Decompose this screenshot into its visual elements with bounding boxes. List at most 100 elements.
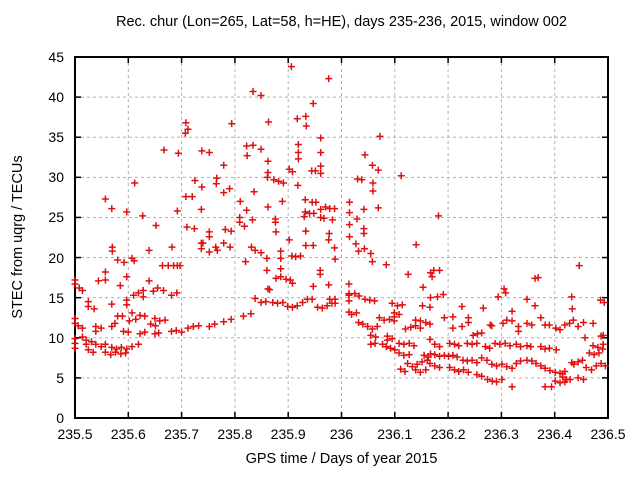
data-point	[213, 246, 221, 254]
data-point	[352, 309, 360, 317]
data-point	[468, 340, 476, 348]
data-point	[508, 383, 516, 391]
x-axis-title: GPS time / Days of year 2015	[245, 451, 438, 467]
data-point	[478, 329, 486, 337]
data-point	[600, 298, 608, 306]
data-point	[151, 330, 159, 338]
data-point	[371, 297, 379, 305]
data-point	[393, 302, 401, 310]
data-point	[257, 92, 265, 100]
y-tick-label: 25	[48, 209, 64, 226]
data-point	[345, 209, 353, 217]
data-point	[309, 282, 317, 290]
data-point	[395, 339, 403, 347]
data-point	[575, 262, 583, 270]
y-tick-label: 10	[48, 329, 64, 346]
data-point	[473, 339, 481, 347]
data-point	[369, 187, 377, 195]
data-point	[545, 321, 553, 329]
data-point	[92, 327, 100, 335]
data-point	[385, 315, 393, 323]
data-point	[531, 302, 539, 310]
data-point	[597, 296, 605, 304]
data-point	[123, 301, 131, 309]
data-point	[108, 205, 116, 213]
data-point	[445, 352, 453, 360]
data-point	[468, 356, 476, 364]
data-point	[368, 258, 376, 266]
data-point	[512, 359, 520, 367]
data-point	[407, 323, 415, 331]
data-point	[212, 243, 220, 251]
x-tick-label: 235.7	[164, 426, 200, 442]
data-point	[508, 317, 516, 325]
data-point	[191, 177, 199, 185]
data-point	[309, 242, 317, 250]
data-point	[242, 258, 250, 266]
data-point	[178, 328, 186, 336]
data-point	[107, 351, 115, 359]
data-point	[264, 203, 272, 211]
data-point	[278, 197, 286, 205]
data-point	[161, 316, 169, 324]
data-point	[594, 343, 602, 351]
data-point	[498, 375, 506, 383]
data-point	[284, 302, 292, 310]
data-point	[568, 305, 576, 313]
data-point	[108, 247, 116, 255]
data-point	[149, 287, 157, 295]
data-point	[101, 276, 109, 284]
data-point	[147, 320, 155, 328]
data-point	[139, 286, 147, 294]
data-point	[355, 292, 363, 300]
data-point	[300, 213, 308, 221]
data-point	[197, 245, 205, 253]
data-point	[589, 319, 597, 327]
data-point	[579, 319, 587, 327]
data-point	[331, 205, 339, 213]
data-point	[117, 343, 125, 351]
data-point	[302, 227, 310, 235]
data-point	[493, 362, 501, 370]
data-point	[188, 193, 196, 201]
data-point	[156, 317, 164, 325]
data-point	[167, 291, 175, 299]
data-point	[412, 366, 420, 374]
data-point	[493, 378, 501, 386]
data-point	[112, 348, 120, 356]
data-point	[431, 351, 439, 359]
data-point	[589, 342, 597, 350]
data-point	[101, 340, 109, 348]
data-point	[473, 330, 481, 338]
data-point	[189, 323, 197, 331]
data-point	[488, 360, 496, 368]
data-point	[293, 115, 301, 123]
data-point	[264, 285, 272, 293]
data-point	[422, 366, 430, 374]
data-point	[272, 274, 280, 282]
data-point	[220, 318, 228, 326]
data-point	[159, 286, 167, 294]
data-point	[501, 339, 509, 347]
data-point	[556, 379, 564, 387]
data-point	[236, 197, 244, 205]
data-point	[331, 244, 339, 252]
data-point	[517, 357, 525, 365]
data-point	[541, 345, 549, 353]
data-point	[151, 322, 159, 330]
x-tick-label: 236	[329, 426, 354, 442]
data-point	[388, 299, 396, 307]
data-point	[141, 312, 149, 320]
data-point	[449, 313, 457, 321]
data-point	[419, 302, 427, 310]
data-point	[436, 352, 444, 360]
data-point	[473, 359, 481, 367]
data-point	[160, 146, 168, 154]
data-point	[387, 344, 395, 352]
data-point	[128, 343, 136, 351]
data-point	[449, 351, 457, 359]
data-point	[288, 252, 296, 260]
x-tick-label: 235.8	[217, 426, 253, 442]
data-point	[272, 228, 280, 236]
data-point	[325, 75, 333, 83]
